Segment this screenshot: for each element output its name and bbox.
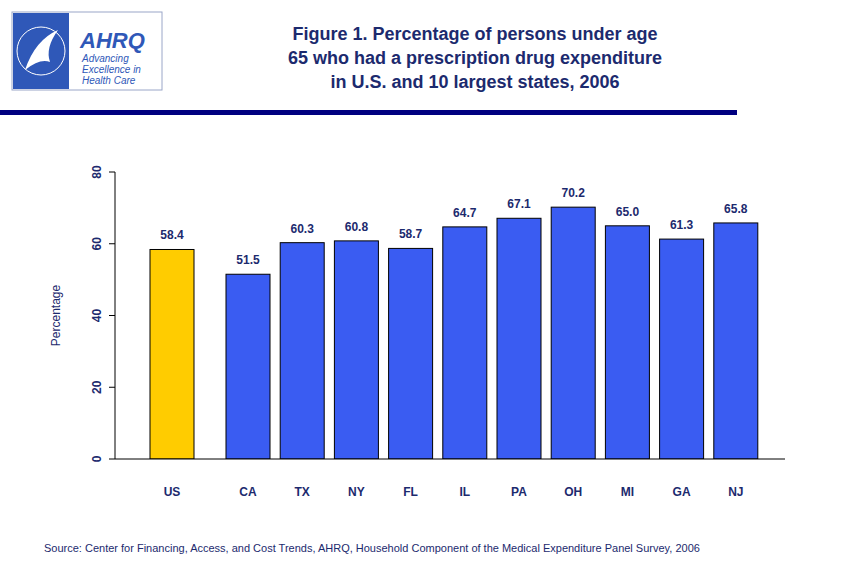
y-tick <box>109 243 115 244</box>
bars <box>150 207 758 459</box>
logo-frame <box>12 12 162 90</box>
bar <box>605 226 649 459</box>
y-tick-label: 60 <box>90 237 104 251</box>
x-tick-label: FL <box>403 485 418 499</box>
y-axis-label: Percentage <box>49 284 63 346</box>
y-tick-label: 80 <box>90 165 104 179</box>
data-label: 51.5 <box>236 253 260 267</box>
logo-seal <box>17 27 65 75</box>
title-line: Figure 1. Percentage of persons under ag… <box>292 24 657 44</box>
bar <box>150 249 194 459</box>
data-label: 70.2 <box>562 186 586 200</box>
x-tick-label: IL <box>459 485 470 499</box>
bar <box>280 243 324 459</box>
logo-eagle <box>25 30 58 70</box>
x-tick-label: CA <box>239 485 257 499</box>
x-tick-label: OH <box>564 485 582 499</box>
logo-emblem <box>13 13 69 89</box>
title: Figure 1. Percentage of persons under ag… <box>288 24 662 92</box>
y-tick-label: 40 <box>90 309 104 323</box>
bar <box>443 227 487 459</box>
bar <box>497 218 541 459</box>
bar <box>551 207 595 459</box>
y-tick <box>109 387 115 388</box>
x-tick-label: PA <box>511 485 527 499</box>
data-label: 64.7 <box>453 206 477 220</box>
bar <box>714 223 758 459</box>
title-line: 65 who had a prescription drug expenditu… <box>288 48 662 68</box>
data-label: 60.3 <box>291 222 315 236</box>
x-tick-label: GA <box>673 485 691 499</box>
logo-tagline: Health Care <box>82 75 136 86</box>
logo-tagline: Advancing <box>81 53 129 64</box>
y-tick <box>109 315 115 316</box>
y-tick-label: 20 <box>90 380 104 394</box>
title-line: in U.S. and 10 largest states, 2006 <box>330 72 619 92</box>
bar <box>334 241 378 459</box>
x-tick-label: MI <box>621 485 634 499</box>
source-note: Source: Center for Financing, Access, an… <box>44 542 700 554</box>
x-tick-label: US <box>164 485 181 499</box>
y-tick <box>109 459 115 460</box>
y-tick <box>109 172 115 173</box>
x-tick-label: NJ <box>728 485 743 499</box>
logo-name: AHRQ <box>79 28 145 53</box>
data-label: 65.0 <box>616 205 640 219</box>
logo-tagline: Excellence in <box>82 64 141 75</box>
data-label: 58.4 <box>160 228 184 242</box>
data-label: 60.8 <box>345 220 369 234</box>
data-label: 65.8 <box>724 202 748 216</box>
bar <box>389 248 433 459</box>
data-label: 58.7 <box>399 227 423 241</box>
bar <box>226 274 270 459</box>
data-label: 67.1 <box>507 197 531 211</box>
logo: AHRQAdvancingExcellence inHealth Care <box>12 12 162 90</box>
y-tick-label: 0 <box>90 455 104 462</box>
x-axis <box>115 459 785 460</box>
header-rule <box>0 110 737 115</box>
x-tick-label: NY <box>348 485 365 499</box>
data-label: 61.3 <box>670 218 694 232</box>
chart: AHRQAdvancingExcellence inHealth Care Fig… <box>0 0 853 576</box>
bar <box>660 239 704 459</box>
x-tick-label: TX <box>295 485 310 499</box>
background <box>0 0 853 576</box>
